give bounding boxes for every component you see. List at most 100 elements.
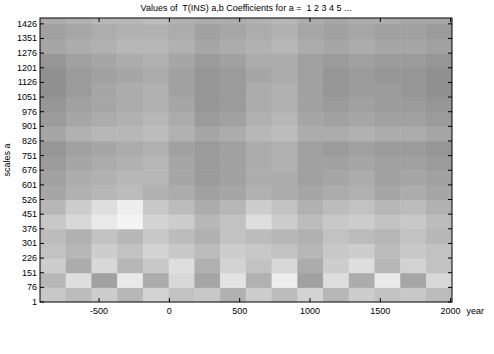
cell — [426, 82, 452, 97]
cell — [143, 141, 169, 156]
x-axis-title: year — [467, 306, 485, 316]
cell — [117, 18, 143, 24]
cell — [220, 258, 246, 273]
cell — [117, 229, 143, 244]
cell — [349, 82, 375, 97]
cell — [66, 38, 92, 53]
cell — [91, 53, 117, 68]
x-tick-label: -500 — [90, 306, 108, 316]
cell — [349, 200, 375, 215]
cell — [426, 126, 452, 141]
y-tick-label: 1 — [32, 297, 37, 307]
cell — [220, 18, 246, 24]
cell — [426, 243, 452, 258]
cell — [375, 170, 401, 185]
cell — [117, 141, 143, 156]
y-tick — [40, 53, 44, 54]
cell — [40, 258, 66, 273]
cell — [426, 287, 452, 302]
cell — [349, 97, 375, 112]
cell — [349, 18, 375, 24]
cell — [169, 185, 195, 200]
cell — [375, 185, 401, 200]
cell — [143, 273, 169, 288]
x-tick — [450, 18, 451, 22]
cell — [220, 38, 246, 53]
y-tick — [448, 111, 452, 112]
cell — [91, 229, 117, 244]
cell — [169, 170, 195, 185]
y-tick-label: 301 — [22, 238, 37, 248]
cell — [272, 170, 298, 185]
x-tick-label: 0 — [167, 306, 172, 316]
cell — [169, 229, 195, 244]
y-tick — [448, 38, 452, 39]
frame — [40, 18, 452, 302]
cell — [117, 200, 143, 215]
cell — [272, 24, 298, 39]
cell — [66, 258, 92, 273]
cell — [426, 156, 452, 171]
cell — [400, 229, 426, 244]
cell — [246, 82, 272, 97]
cell — [323, 38, 349, 53]
cell — [426, 185, 452, 200]
cell — [220, 273, 246, 288]
cell — [349, 53, 375, 68]
cell — [143, 200, 169, 215]
cell — [91, 68, 117, 83]
cell — [323, 97, 349, 112]
cell — [169, 38, 195, 53]
cell — [323, 258, 349, 273]
cell — [426, 18, 452, 24]
cell — [220, 185, 246, 200]
cell — [297, 214, 323, 229]
cell — [297, 273, 323, 288]
cell — [117, 53, 143, 68]
cell — [66, 287, 92, 302]
y-tick — [448, 82, 452, 83]
y-tick — [448, 53, 452, 54]
cell — [375, 273, 401, 288]
cell — [375, 24, 401, 39]
cell — [349, 24, 375, 39]
y-tick — [40, 155, 44, 156]
cell — [91, 18, 117, 24]
cell — [91, 287, 117, 302]
cell — [246, 170, 272, 185]
y-tick — [40, 23, 44, 24]
cell — [323, 200, 349, 215]
cell — [375, 258, 401, 273]
y-tick — [40, 82, 44, 83]
cell — [349, 229, 375, 244]
cell — [117, 273, 143, 288]
cell — [143, 185, 169, 200]
cell — [272, 53, 298, 68]
cell — [323, 287, 349, 302]
cell — [375, 112, 401, 127]
cell — [297, 97, 323, 112]
cell — [169, 82, 195, 97]
cell — [169, 112, 195, 127]
cell — [40, 24, 66, 39]
cell — [169, 24, 195, 39]
cell — [246, 243, 272, 258]
y-tick-label: 1351 — [17, 33, 37, 43]
cell — [91, 112, 117, 127]
cell — [375, 287, 401, 302]
cell — [400, 53, 426, 68]
x-tick — [169, 18, 170, 22]
y-axis-title: scales a — [2, 143, 12, 176]
cell — [349, 156, 375, 171]
cell — [194, 141, 220, 156]
cell — [246, 258, 272, 273]
cell — [40, 112, 66, 127]
cell — [323, 273, 349, 288]
cell — [40, 214, 66, 229]
cell — [194, 229, 220, 244]
cell — [426, 112, 452, 127]
cell — [169, 68, 195, 83]
cell — [66, 18, 92, 24]
cell — [143, 156, 169, 171]
cell — [426, 38, 452, 53]
